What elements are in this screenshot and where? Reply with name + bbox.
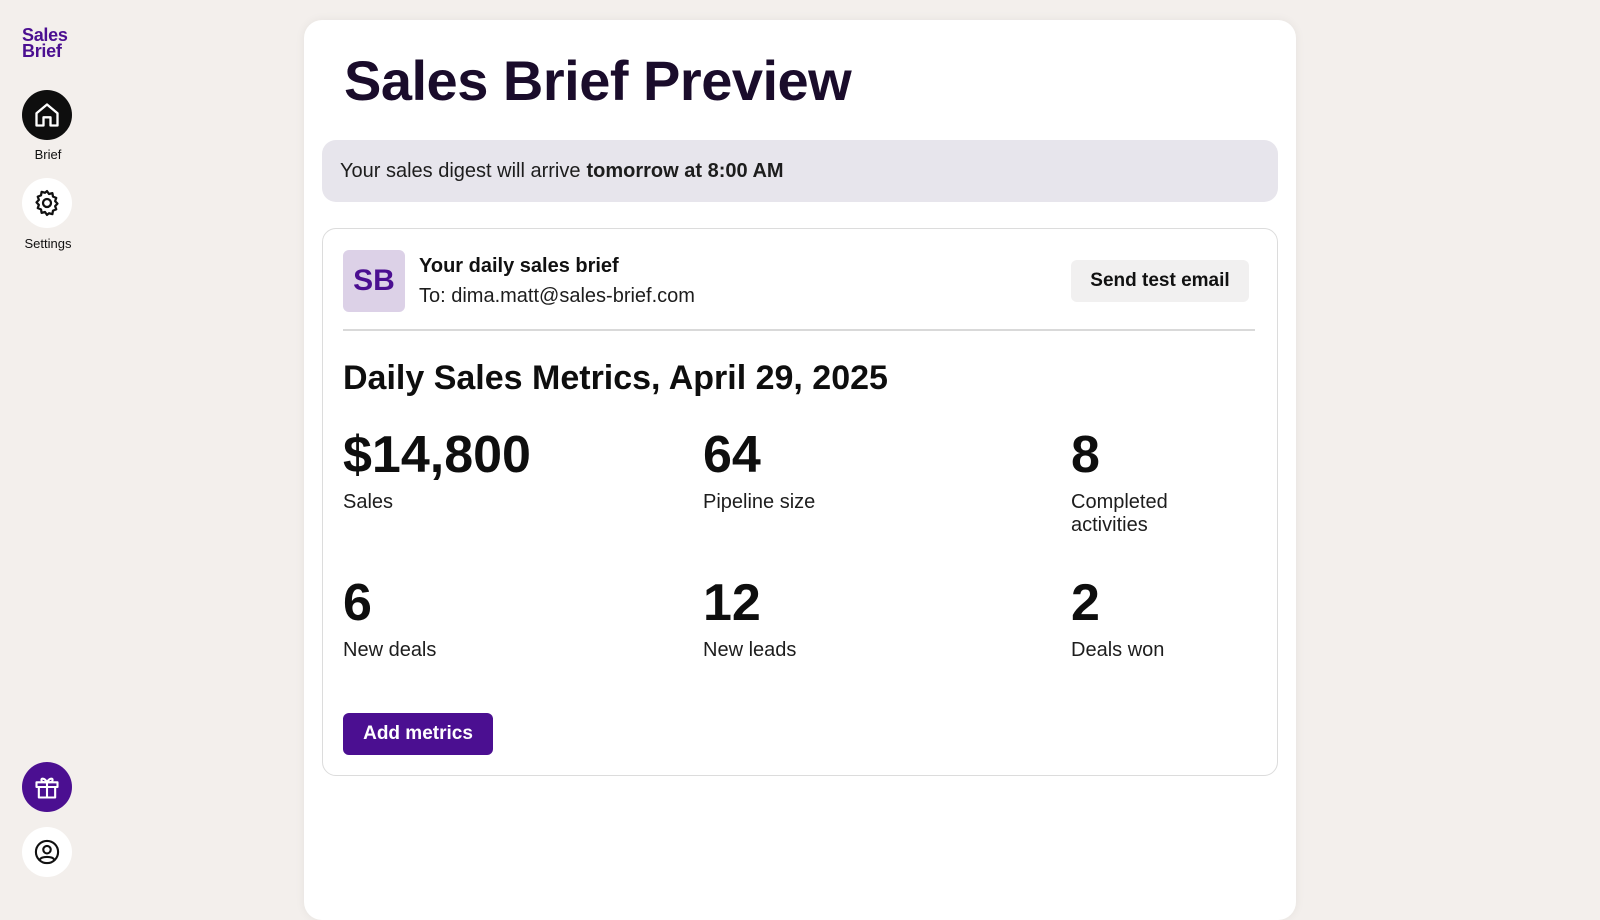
metric-card: 6 New deals <box>343 575 583 662</box>
delivery-banner: Your sales digest will arrive tomorrow a… <box>322 140 1278 202</box>
metric-value: 12 <box>703 574 761 632</box>
metric-card: $14,800 Sales <box>343 427 583 514</box>
metric-card: 12 New leads <box>703 575 943 662</box>
logo-line-2: Brief <box>22 41 62 61</box>
metrics-title: Daily Sales Metrics, April 29, 2025 <box>343 359 888 397</box>
metric-label: New deals <box>343 639 437 661</box>
metric-label: Pipeline size <box>703 491 816 513</box>
send-test-email-button[interactable]: Send test email <box>1071 260 1249 302</box>
email-preview-card: SB Your daily sales brief To: dima.matt@… <box>322 228 1278 776</box>
email-recipient: To: dima.matt@sales-brief.com <box>419 285 695 307</box>
user-circle-icon <box>34 839 60 865</box>
page-title: Sales Brief Preview <box>344 49 852 112</box>
sidebar-item-label: Brief <box>34 147 62 162</box>
metric-label: New leads <box>703 639 797 661</box>
sidebar: Sales Brief Brief Settings <box>0 0 96 900</box>
metric-value: 8 <box>1071 426 1100 484</box>
metric-card: 8 Completed activities <box>1071 427 1241 537</box>
sidebar-item-settings[interactable] <box>22 178 72 228</box>
gift-icon <box>35 777 59 799</box>
add-metrics-button[interactable]: Add metrics <box>343 713 493 755</box>
banner-text: Your sales digest will arrive <box>340 159 581 182</box>
metric-label: Deals won <box>1071 639 1165 661</box>
metric-value: $14,800 <box>343 426 531 484</box>
metric-label: Completed activities <box>1071 491 1168 536</box>
banner-emphasis: tomorrow at 8:00 AM <box>586 159 784 182</box>
email-subject: Your daily sales brief <box>419 255 619 277</box>
account-button[interactable] <box>22 827 72 877</box>
divider <box>343 329 1255 331</box>
metric-value: 2 <box>1071 574 1100 632</box>
sender-avatar: SB <box>343 250 405 312</box>
home-icon <box>35 103 59 127</box>
metric-value: 6 <box>343 574 372 632</box>
metric-label: Sales <box>343 491 394 513</box>
logo-line-1: Sales <box>22 25 68 45</box>
metric-value: 64 <box>703 426 761 484</box>
preview-panel: Sales Brief Preview Your sales digest wi… <box>304 20 1296 920</box>
app-logo[interactable]: Sales Brief <box>22 25 68 61</box>
sidebar-item-brief[interactable] <box>22 90 72 140</box>
gear-icon <box>35 190 59 216</box>
metric-card: 2 Deals won <box>1071 575 1311 662</box>
gift-button[interactable] <box>22 762 72 812</box>
sidebar-item-label: Settings <box>24 236 72 251</box>
metric-card: 64 Pipeline size <box>703 427 943 514</box>
